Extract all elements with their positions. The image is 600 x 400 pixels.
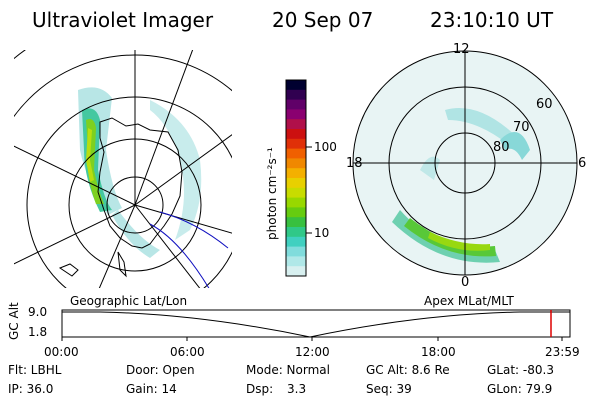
status-dsp-value: 3.3 (287, 382, 307, 396)
mlt-label-12: 12 (453, 42, 470, 57)
header-date: 20 Sep 07 (272, 8, 374, 32)
colorbar-segment (286, 109, 306, 120)
colorbar-segment (286, 119, 306, 130)
status-filter: Flt: LBHL (8, 363, 62, 377)
colorbar-segment (286, 158, 306, 169)
time-tick-1200: 12:00 (295, 345, 330, 359)
time-tick-2359: 23:59 (545, 345, 580, 359)
status-gain: Gain: 14 (126, 382, 177, 396)
altitude-axis-label: GC Alt (7, 302, 21, 340)
status-mode: Mode: Normal (246, 363, 330, 377)
colorbar-segment (286, 178, 306, 189)
colorbar-segment (286, 256, 306, 267)
status-dsp-label: Dsp: (246, 382, 274, 396)
colorbar-segment (286, 187, 306, 199)
colorbar-segment (286, 236, 306, 248)
colorbar-segment (286, 138, 306, 150)
colorbar-tick-10: 10 (314, 226, 330, 240)
colorbar-segment (286, 207, 306, 218)
apex-panel-label: Apex MLat/MLT (424, 294, 514, 308)
colorbar-segment (286, 89, 306, 101)
colorbar-segment (286, 80, 306, 91)
mlat-label-70: 70 (513, 120, 530, 135)
colorbar-segment (286, 246, 306, 257)
alt-tick-1-8: 1.8 (28, 325, 48, 339)
geographic-panel-label: Geographic Lat/Lon (70, 294, 188, 308)
colorbar-segment (286, 227, 306, 238)
colorbar-segment (286, 197, 306, 208)
colorbar-segment (286, 99, 306, 110)
colorbar-segment (286, 168, 306, 179)
alt-tick-9: 9.0 (28, 305, 48, 319)
colorbar-tick-100: 100 (314, 140, 337, 154)
mlt-label-18: 18 (346, 156, 363, 171)
time-tick-0600: 06:00 (170, 345, 205, 359)
header-time: 23:10:10 UT (430, 8, 554, 32)
colorbar-segment (286, 129, 306, 140)
geo-aurora-emission (78, 87, 202, 258)
status-seq: Seq: 39 (366, 382, 412, 396)
status-door: Door: Open (126, 363, 195, 377)
mlt-label-0: 0 (461, 275, 470, 290)
mlat-label-80: 80 (493, 140, 510, 155)
status-gc-alt: GC Alt: 8.6 Re (366, 363, 450, 377)
status-ip: IP: 36.0 (8, 382, 54, 396)
instrument-title: Ultraviolet Imager (32, 8, 214, 32)
colorbar-segment (286, 148, 306, 159)
colorbar-segment (286, 217, 306, 228)
mlt-label-6: 6 (578, 156, 587, 171)
mlat-label-60: 60 (536, 97, 553, 112)
status-glon: GLon: 79.9 (487, 382, 553, 396)
time-tick-1800: 18:00 (421, 345, 456, 359)
status-glat: GLat: -80.3 (487, 363, 554, 377)
time-tick-0000: 00:00 (44, 345, 79, 359)
colorbar-segment (286, 266, 306, 277)
